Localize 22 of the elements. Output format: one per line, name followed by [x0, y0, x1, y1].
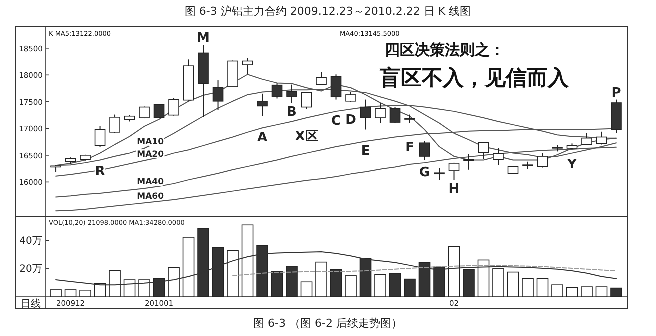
- text: E: [361, 144, 370, 159]
- text: A: [257, 130, 268, 146]
- annotation: 盲区不入，见信而入: [379, 66, 570, 90]
- text: D: [346, 112, 356, 128]
- series-label: MA20: [137, 150, 164, 160]
- text: Y: [568, 158, 577, 173]
- text: G: [419, 165, 430, 180]
- text: B: [287, 105, 297, 120]
- text: X区: [295, 129, 318, 144]
- annotation: 四区决策法则之：: [385, 41, 505, 59]
- text: M: [197, 31, 210, 46]
- text: F: [406, 140, 414, 156]
- y-tick-label: 40万: [20, 236, 42, 247]
- text: C: [331, 114, 342, 129]
- text: P: [612, 86, 622, 101]
- series-label: MA40: [137, 178, 164, 188]
- caption: 图 6-3 （图 6-2 后续走势图）: [254, 317, 402, 330]
- text: H: [448, 182, 460, 198]
- chart-title: 图 6-3 沪铝主力合约 2009.12.23～2010.2.22 日 K 线图: [184, 5, 472, 18]
- y-tick-label: 20万: [20, 264, 42, 275]
- x-axis-title: 日线: [21, 298, 41, 310]
- series-label: MA60: [137, 192, 164, 202]
